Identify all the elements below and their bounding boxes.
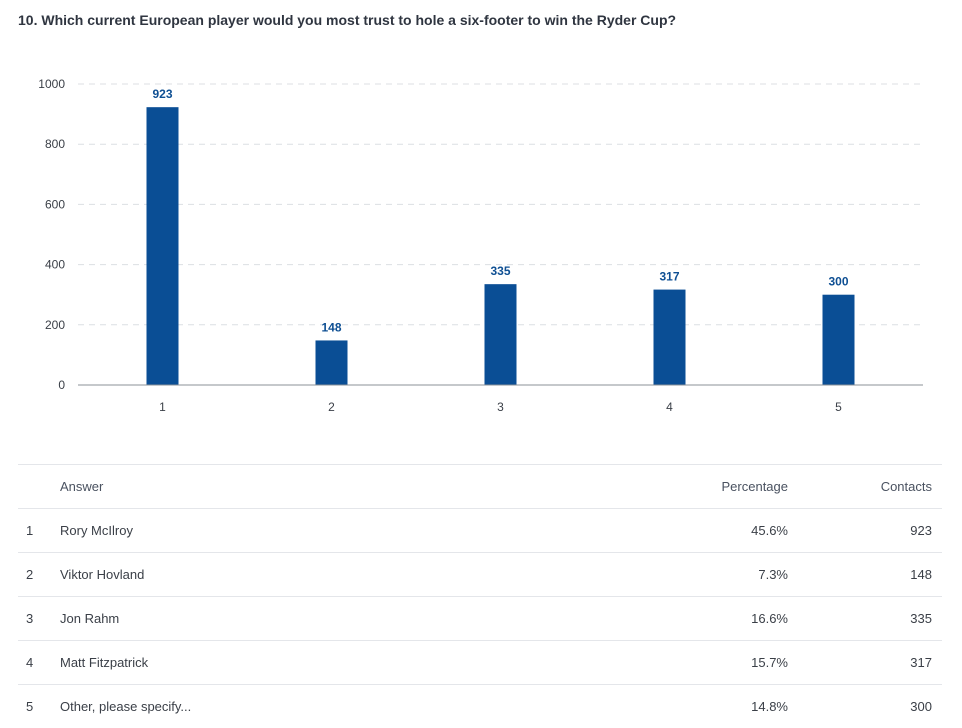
row-number: 4: [18, 641, 60, 685]
header-contacts: Contacts: [798, 465, 942, 509]
row-contacts: 148: [798, 553, 942, 597]
y-tick-label: 0: [58, 378, 65, 392]
row-percentage: 15.7%: [588, 641, 798, 685]
question-title: 10. Which current European player would …: [18, 12, 676, 28]
row-number: 1: [18, 509, 60, 553]
bar: [316, 340, 348, 385]
x-tick-label: 1: [159, 400, 166, 414]
data-label: 300: [828, 275, 848, 289]
x-tick-label: 3: [497, 400, 504, 414]
row-percentage: 14.8%: [588, 685, 798, 728]
y-tick-label: 400: [45, 258, 65, 272]
x-tick-label: 5: [835, 400, 842, 414]
table-row: 4 Matt Fitzpatrick 15.7% 317: [18, 641, 942, 685]
x-axis-ticks: 1 2 3 4 5: [159, 400, 842, 414]
table-header-row: Answer Percentage Contacts: [18, 465, 942, 509]
row-contacts: 923: [798, 509, 942, 553]
data-label: 923: [152, 87, 172, 101]
bars: [147, 107, 855, 385]
row-number: 2: [18, 553, 60, 597]
row-answer: Other, please specify...: [60, 685, 588, 728]
header-answer: Answer: [60, 465, 588, 509]
row-percentage: 16.6%: [588, 597, 798, 641]
bar: [654, 290, 686, 385]
row-answer: Viktor Hovland: [60, 553, 588, 597]
header-percentage: Percentage: [588, 465, 798, 509]
y-axis-ticks: 0 200 400 600 800 1000: [38, 77, 65, 392]
x-tick-label: 2: [328, 400, 335, 414]
answers-table: Answer Percentage Contacts 1 Rory McIlro…: [18, 464, 942, 728]
row-answer: Rory McIlroy: [60, 509, 588, 553]
header-number: [18, 465, 60, 509]
row-percentage: 45.6%: [588, 509, 798, 553]
data-label: 148: [321, 320, 341, 334]
data-label: 335: [490, 264, 510, 278]
row-number: 5: [18, 685, 60, 728]
row-number: 3: [18, 597, 60, 641]
table-row: 3 Jon Rahm 16.6% 335: [18, 597, 942, 641]
y-tick-label: 800: [45, 137, 65, 151]
table-row: 5 Other, please specify... 14.8% 300: [18, 685, 942, 728]
bar: [823, 295, 855, 385]
y-tick-label: 1000: [38, 77, 65, 91]
data-label: 317: [659, 270, 679, 284]
bar-chart: 0 200 400 600 800 1000 923 148 335 317 300 1 2 3 4 5: [0, 60, 962, 420]
row-percentage: 7.3%: [588, 553, 798, 597]
row-answer: Matt Fitzpatrick: [60, 641, 588, 685]
row-contacts: 335: [798, 597, 942, 641]
row-contacts: 317: [798, 641, 942, 685]
table-row: 1 Rory McIlroy 45.6% 923: [18, 509, 942, 553]
y-tick-label: 600: [45, 197, 65, 211]
row-contacts: 300: [798, 685, 942, 728]
x-tick-label: 4: [666, 400, 673, 414]
bar: [147, 107, 179, 385]
y-tick-label: 200: [45, 318, 65, 332]
bar: [485, 284, 517, 385]
row-answer: Jon Rahm: [60, 597, 588, 641]
table-row: 2 Viktor Hovland 7.3% 148: [18, 553, 942, 597]
